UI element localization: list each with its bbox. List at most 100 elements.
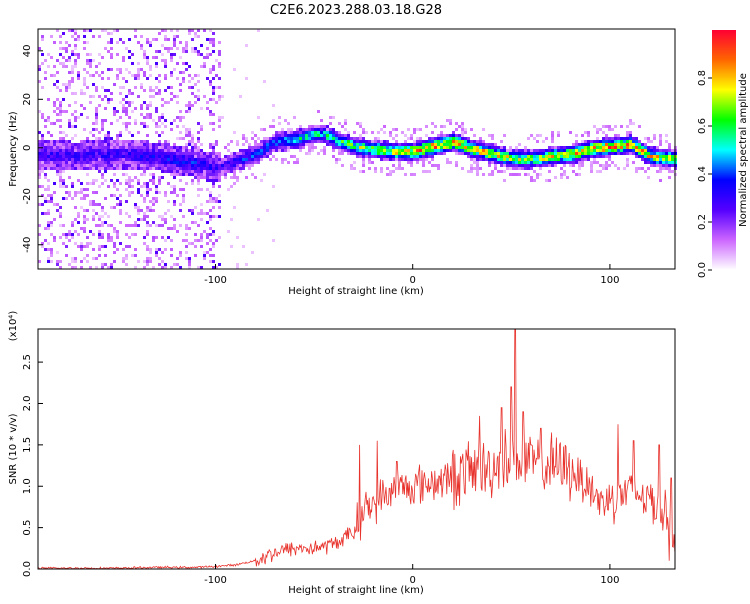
heatmap-cell [206,173,209,176]
heatmap-cell [263,149,266,152]
heatmap-cell [362,128,365,131]
heatmap-cell [608,137,611,140]
heatmap-cell [164,239,167,242]
heatmap-cell [188,155,191,158]
heatmap-cell [215,158,218,161]
heatmap-cell [545,152,548,155]
heatmap-cell [218,116,221,119]
heatmap-cell [95,140,98,143]
heatmap-cell [551,131,554,134]
heatmap-cell [398,149,401,152]
heatmap-cell [488,143,491,146]
heatmap-cell [530,158,533,161]
heatmap-cell [155,152,158,155]
heatmap-cell [173,185,176,188]
heatmap-cell [311,137,314,140]
heatmap-cell [149,68,152,71]
heatmap-cell [92,122,95,125]
heatmap-cell [440,125,443,128]
heatmap-cell [242,149,245,152]
heatmap-cell [212,170,215,173]
heatmap-cell [203,176,206,179]
heatmap-cell [458,137,461,140]
heatmap-cell [200,155,203,158]
heatmap-cell [71,125,74,128]
heatmap-cell [293,143,296,146]
heatmap-cell [164,152,167,155]
heatmap-cell [320,131,323,134]
heatmap-cell [170,155,173,158]
heatmap-cell [182,137,185,140]
heatmap-cell [314,146,317,149]
heatmap-cell [104,197,107,200]
heatmap-cell [152,176,155,179]
heatmap-cell [158,80,161,83]
heatmap-cell [443,149,446,152]
heatmap-cell [143,161,146,164]
heatmap-cell [266,149,269,152]
heatmap-cell [368,161,371,164]
heatmap-cell [200,233,203,236]
heatmap-cell [155,161,158,164]
heatmap-cell [203,161,206,164]
heatmap-cell [422,140,425,143]
heatmap-cell [638,152,641,155]
heatmap-cell [140,194,143,197]
heatmap-cell [122,248,125,251]
heatmap-cell [335,131,338,134]
heatmap-cell [65,233,68,236]
heatmap-cell [584,158,587,161]
heatmap-cell [95,152,98,155]
heatmap-cell [671,152,674,155]
heatmap-cell [422,146,425,149]
heatmap-cell [65,155,68,158]
heatmap-cell [146,77,149,80]
heatmap-cell [416,152,419,155]
heatmap-cell [134,176,137,179]
heatmap-cell [95,71,98,74]
heatmap-cell [59,41,62,44]
heatmap-cell [503,149,506,152]
heatmap-cell [116,155,119,158]
heatmap-cell [293,131,296,134]
heatmap-cell [500,158,503,161]
heatmap-cell [533,158,536,161]
heatmap-cell [455,143,458,146]
heatmap-cell [296,158,299,161]
heatmap-cell [605,149,608,152]
heatmap-cell [140,47,143,50]
heatmap-cell [104,155,107,158]
heatmap-cell [137,158,140,161]
heatmap-cell [575,161,578,164]
heatmap-cell [74,59,77,62]
heatmap-cell [209,110,212,113]
heatmap-cell [38,161,41,164]
heatmap-cell [194,155,197,158]
heatmap-cell [572,152,575,155]
heatmap-cell [68,161,71,164]
heatmap-cell [461,134,464,137]
heatmap-cell [107,137,110,140]
heatmap-cell [197,35,200,38]
heatmap-cell [386,140,389,143]
heatmap-cell [80,182,83,185]
heatmap-cell [194,221,197,224]
heatmap-cell [116,203,119,206]
heatmap-cell [455,152,458,155]
heatmap-cell [245,155,248,158]
heatmap-cell [182,146,185,149]
heatmap-cell [68,164,71,167]
heatmap-cell [50,140,53,143]
heatmap-cell [170,227,173,230]
heatmap-cell [620,143,623,146]
heatmap-cell [212,143,215,146]
heatmap-cell [329,137,332,140]
heatmap-cell [170,167,173,170]
heatmap-cell [65,167,68,170]
heatmap-cell [443,140,446,143]
heatmap-cell [608,143,611,146]
heatmap-cell [269,146,272,149]
heatmap-cell [164,164,167,167]
heatmap-cell [149,224,152,227]
heatmap-cell [302,140,305,143]
